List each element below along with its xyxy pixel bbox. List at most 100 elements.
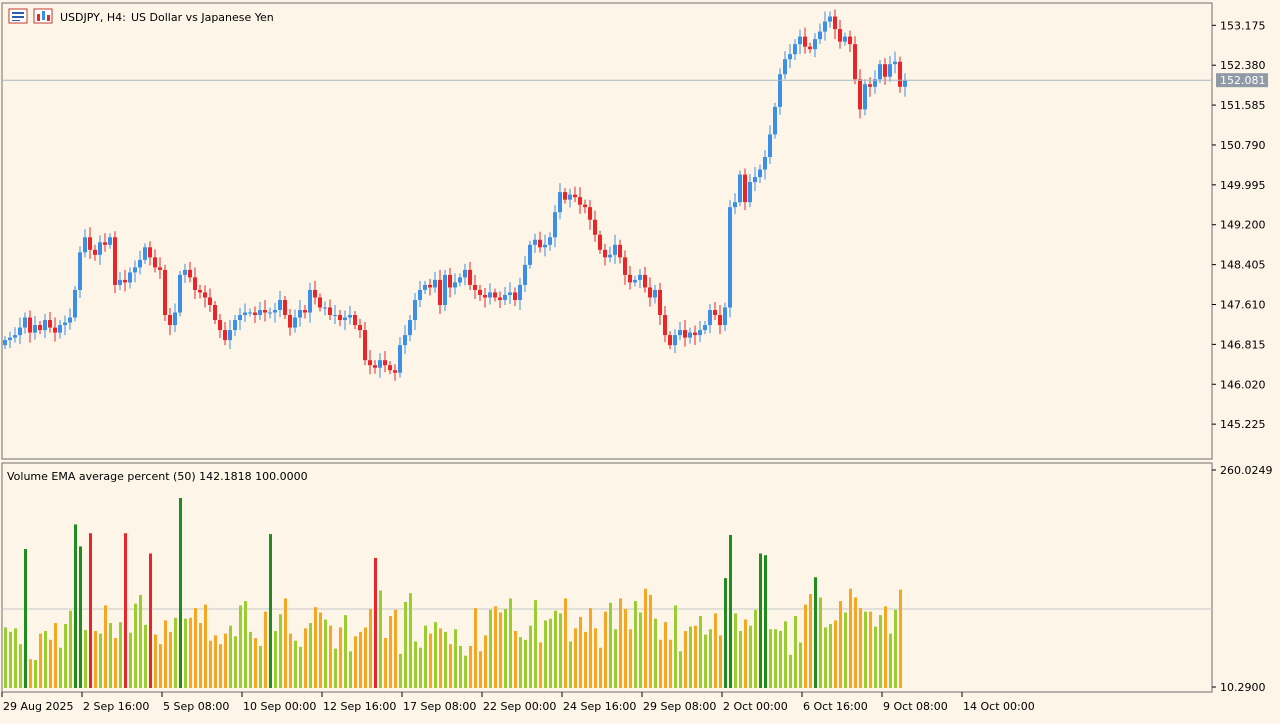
volume-bar[interactable] <box>864 611 867 688</box>
volume-bar[interactable] <box>184 618 187 688</box>
volume-bar[interactable] <box>74 524 77 688</box>
candle[interactable] <box>228 320 232 350</box>
candle[interactable] <box>703 321 707 335</box>
candle[interactable] <box>348 305 352 325</box>
volume-bar[interactable] <box>774 629 777 688</box>
candle[interactable] <box>393 364 397 381</box>
volume-bar[interactable] <box>709 629 712 688</box>
candle[interactable] <box>258 301 262 321</box>
volume-bar[interactable] <box>474 608 477 688</box>
volume-bar[interactable] <box>789 654 792 688</box>
candle[interactable] <box>488 283 492 305</box>
volume-bar[interactable] <box>604 611 607 688</box>
candle[interactable] <box>293 309 297 333</box>
candle[interactable] <box>288 309 292 336</box>
candle[interactable] <box>778 68 782 115</box>
candle[interactable] <box>78 246 82 298</box>
candle[interactable] <box>878 60 882 84</box>
candle[interactable] <box>493 288 497 302</box>
volume-bar[interactable] <box>449 644 452 688</box>
candle[interactable] <box>173 303 177 333</box>
candle[interactable] <box>683 320 687 347</box>
volume-bar[interactable] <box>724 578 727 688</box>
candle[interactable] <box>433 271 437 293</box>
volume-bar[interactable] <box>539 642 542 688</box>
candle[interactable] <box>213 300 217 325</box>
candle[interactable] <box>38 321 42 335</box>
candle[interactable] <box>548 232 552 251</box>
volume-bar[interactable] <box>494 606 497 688</box>
volume-bar[interactable] <box>894 609 897 688</box>
candle[interactable] <box>833 9 837 40</box>
volume-bar[interactable] <box>644 588 647 688</box>
volume-bar[interactable] <box>524 639 527 688</box>
candle[interactable] <box>183 263 187 283</box>
candle[interactable] <box>473 274 477 299</box>
candle[interactable] <box>568 188 572 208</box>
volume-bar[interactable] <box>69 610 72 688</box>
candle[interactable] <box>873 70 877 94</box>
candle[interactable] <box>898 56 902 93</box>
candle[interactable] <box>108 233 112 249</box>
chart-properties-icon[interactable] <box>33 8 53 24</box>
candle[interactable] <box>318 293 322 312</box>
candle[interactable] <box>198 284 202 299</box>
candle[interactable] <box>458 273 462 287</box>
candle[interactable] <box>573 186 577 203</box>
indicator-panel-frame[interactable] <box>1 462 1213 693</box>
candle[interactable] <box>583 199 587 214</box>
volume-bar[interactable] <box>769 629 772 688</box>
candle[interactable] <box>343 310 347 331</box>
candle[interactable] <box>538 231 542 253</box>
volume-bar[interactable] <box>389 616 392 688</box>
volume-bar[interactable] <box>614 629 617 688</box>
volume-bar[interactable] <box>509 598 512 688</box>
candle[interactable] <box>438 269 442 315</box>
volume-bar[interactable] <box>654 618 657 688</box>
volume-bar[interactable] <box>609 602 612 688</box>
candle[interactable] <box>353 311 357 330</box>
candle[interactable] <box>748 174 752 208</box>
candle[interactable] <box>388 361 392 375</box>
candle[interactable] <box>58 320 62 339</box>
candle[interactable] <box>443 269 447 312</box>
volume-bar[interactable] <box>674 605 677 688</box>
volume-bar[interactable] <box>659 639 662 688</box>
candle[interactable] <box>138 250 142 275</box>
candle[interactable] <box>653 284 657 304</box>
volume-bar[interactable] <box>304 628 307 688</box>
candle[interactable] <box>193 267 197 299</box>
volume-bar[interactable] <box>439 628 442 688</box>
volume-bar[interactable] <box>684 630 687 688</box>
candle[interactable] <box>828 11 832 28</box>
volume-bar[interactable] <box>354 636 357 688</box>
volume-bar[interactable] <box>649 594 652 688</box>
candle[interactable] <box>188 261 192 283</box>
volume-bar[interactable] <box>544 620 547 688</box>
volume-bar[interactable] <box>244 601 247 688</box>
volume-bar[interactable] <box>124 533 127 688</box>
volume-bar[interactable] <box>679 651 682 688</box>
candle[interactable] <box>713 301 717 321</box>
volume-bar[interactable] <box>759 553 762 688</box>
candle[interactable] <box>603 243 607 266</box>
volume-bar[interactable] <box>879 615 882 688</box>
candle[interactable] <box>8 331 12 349</box>
candle[interactable] <box>163 264 167 322</box>
candle[interactable] <box>798 29 802 55</box>
volume-bar[interactable] <box>469 645 472 688</box>
volume-bar[interactable] <box>729 534 732 688</box>
candle[interactable] <box>413 292 417 331</box>
volume-bar[interactable] <box>429 633 432 688</box>
candlestick-series[interactable] <box>3 9 907 381</box>
volume-bar[interactable] <box>219 644 222 688</box>
candle[interactable] <box>268 307 272 319</box>
volume-bar[interactable] <box>869 611 872 688</box>
candle[interactable] <box>478 284 482 301</box>
candle[interactable] <box>788 44 792 69</box>
volume-bar[interactable] <box>4 627 7 688</box>
volume-bar[interactable] <box>424 625 427 688</box>
candle[interactable] <box>43 314 47 339</box>
candle[interactable] <box>588 200 592 230</box>
candle[interactable] <box>813 33 817 58</box>
